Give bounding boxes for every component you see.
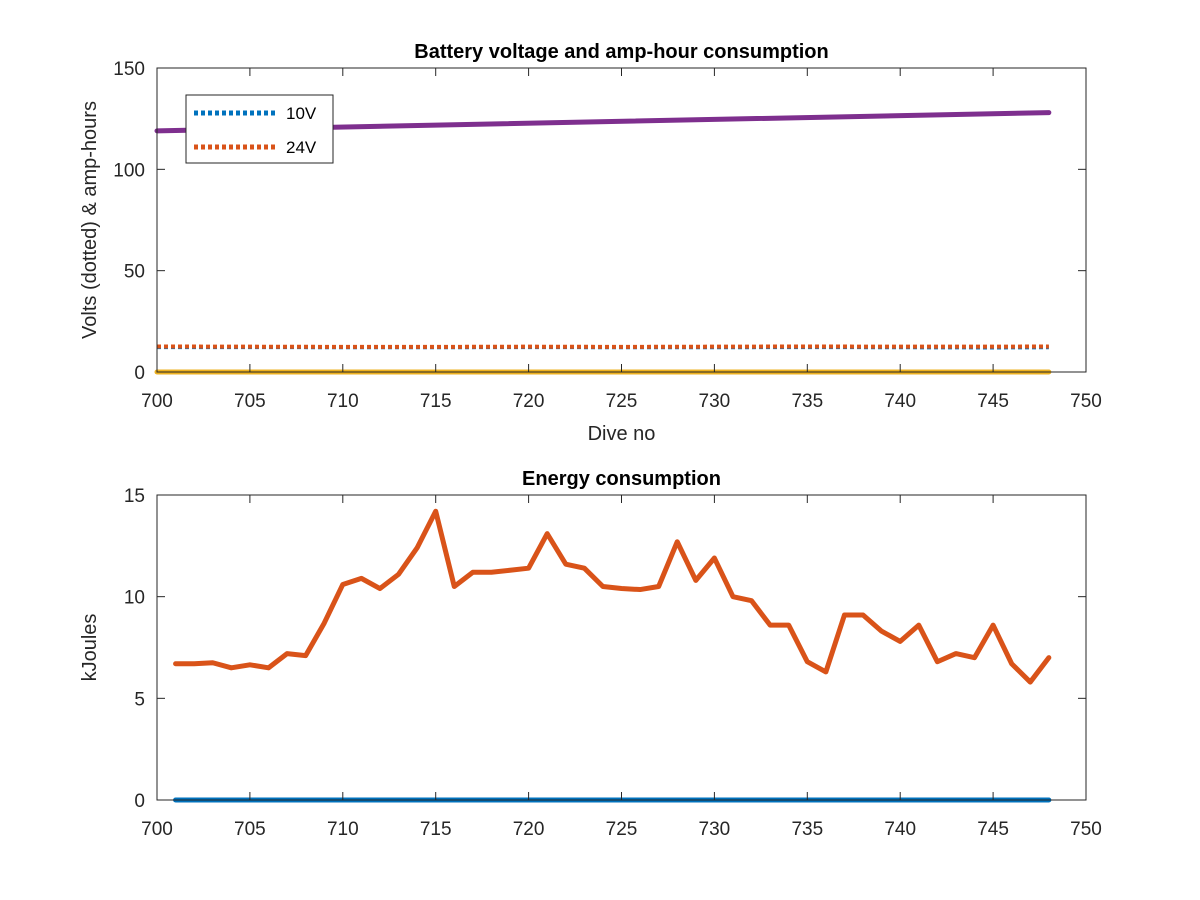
x-tick-label: 750 — [1070, 819, 1102, 840]
x-tick-label: 715 — [420, 391, 452, 412]
x-tick-label: 740 — [884, 819, 916, 840]
x-tick-label: 745 — [977, 819, 1009, 840]
plot-frame — [156, 67, 1087, 373]
x-tick-label: 710 — [327, 391, 359, 412]
x-tick-label: 705 — [234, 391, 266, 412]
x-tick-label: 735 — [791, 391, 823, 412]
y-tick-label: 0 — [134, 791, 145, 812]
x-tick-label: 730 — [699, 391, 731, 412]
plot-frame — [156, 494, 1087, 801]
y-tick-label: 100 — [113, 160, 145, 181]
x-tick-label: 700 — [141, 819, 173, 840]
legend-label-10v: 10V — [286, 104, 317, 123]
x-tick-label: 730 — [699, 819, 731, 840]
series-line-0 — [173, 508, 1052, 685]
y-tick-label: 0 — [134, 363, 145, 384]
x-tick-label: 700 — [141, 391, 173, 412]
y-axis-label: kJoules — [79, 614, 101, 682]
x-tick-label: 715 — [420, 819, 452, 840]
legend-box — [185, 94, 334, 164]
legend-label-24v: 24V — [286, 138, 317, 157]
chart-title: Energy consumption — [522, 468, 721, 490]
x-tick-label: 705 — [234, 819, 266, 840]
y-tick-label: 50 — [124, 262, 145, 283]
tick-layer: 700 705 710 715 720 725 730 735 740 745 750 0 50 100 1… — [113, 59, 1102, 412]
y-tick-label: 10 — [124, 588, 145, 609]
y-tick-label: 15 — [124, 486, 145, 507]
voltage-chart: Battery voltage and amp-hour consumption… — [79, 41, 1102, 445]
x-tick-label: 720 — [513, 819, 545, 840]
energy-chart: Energy consumption kJoules 700 705 710 715 7… — [79, 468, 1102, 840]
x-tick-label: 740 — [884, 391, 916, 412]
y-tick-label: 150 — [113, 59, 145, 80]
x-tick-label: 710 — [327, 819, 359, 840]
x-tick-label: 725 — [606, 819, 638, 840]
chart-title: Battery voltage and amp-hour consumption — [414, 41, 828, 63]
y-tick-label: 5 — [134, 689, 145, 710]
legend: 10V 24V — [185, 94, 334, 164]
x-tick-label: 725 — [606, 391, 638, 412]
x-tick-label: 735 — [791, 819, 823, 840]
x-tick-label: 720 — [513, 391, 545, 412]
x-tick-label: 750 — [1070, 391, 1102, 412]
x-axis-label: Dive no — [588, 423, 656, 445]
x-tick-label: 745 — [977, 391, 1009, 412]
y-axis-label: Volts (dotted) & amp-hours — [79, 101, 101, 339]
